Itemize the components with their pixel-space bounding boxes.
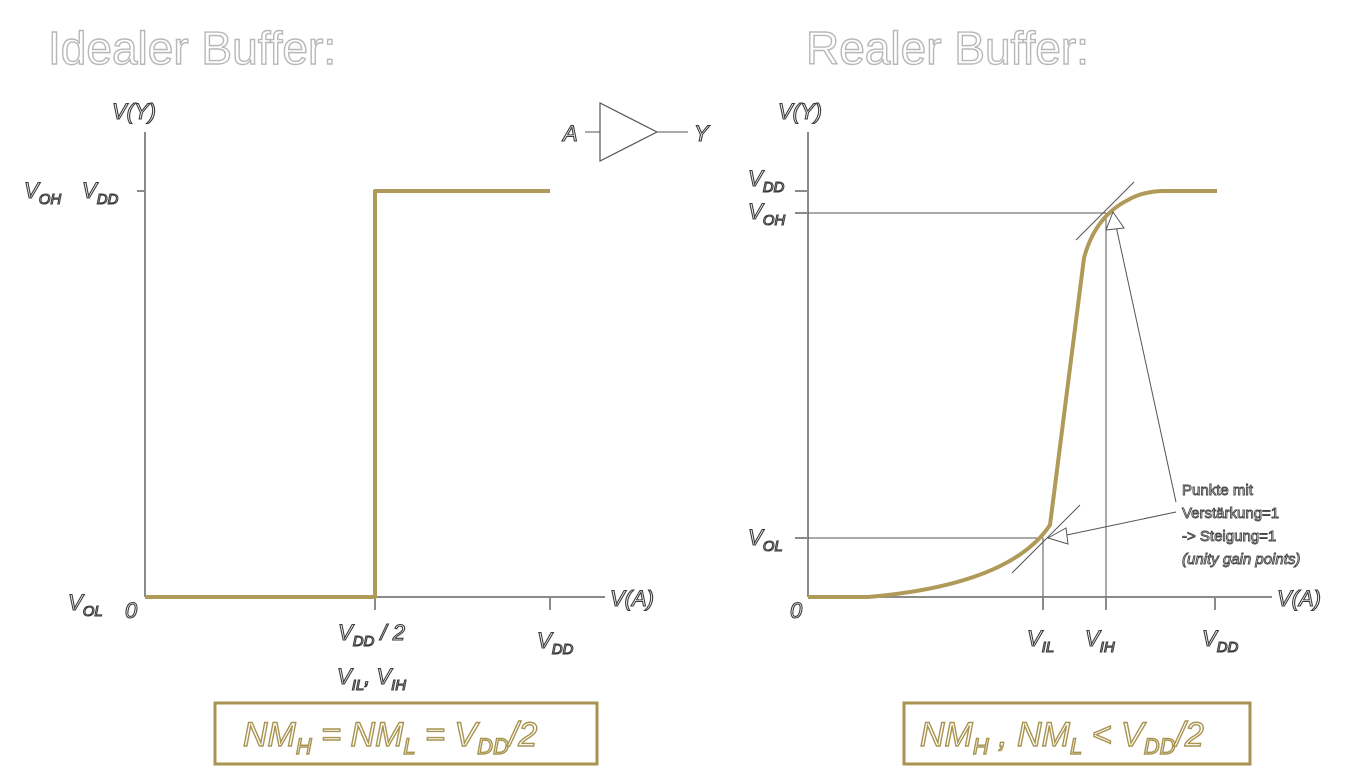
callout-line-vih — [1115, 225, 1177, 503]
ideal-formula: NMH = NML = VDD/2 — [243, 716, 537, 759]
ideal-buffer-panel: Idealer Buffer: V(Y) V(A) VOH VDD VOL 0 … — [23, 21, 711, 766]
real-y-axis-label: V(Y) — [778, 99, 822, 124]
ideal-y-label-vol: VOL — [68, 590, 103, 620]
real-formula-box — [902, 701, 1252, 766]
real-origin-label: 0 — [790, 598, 803, 623]
real-buffer-panel: Realer Buffer: Punkte mit Verstärkung=1 … — [747, 21, 1322, 766]
buffer-output-label: Y — [694, 121, 710, 146]
arrowhead-vil-icon — [1046, 527, 1069, 545]
real-formula: NMH , NML < VDD/2 — [920, 716, 1204, 759]
real-x-label-vdd: VDD — [1202, 626, 1239, 656]
note-line-2: Verstärkung=1 — [1182, 505, 1279, 522]
ideal-y-label-voh: VOH — [24, 178, 61, 208]
real-x-label-vih: VIH — [1085, 626, 1115, 656]
real-transfer-curve — [808, 189, 1217, 599]
real-x-label-vil: VIL — [1027, 626, 1054, 656]
ideal-transfer-curve — [145, 189, 550, 599]
ideal-origin-label: 0 — [125, 598, 138, 623]
callout-line-vil — [1061, 511, 1177, 537]
note-line-3: -> Steigung=1 — [1182, 528, 1276, 545]
ideal-title: Idealer Buffer: — [48, 22, 336, 74]
arrowhead-vih-icon — [1105, 210, 1125, 231]
ideal-y-axis-label: V(Y) — [112, 99, 156, 124]
note-line-4: (unity gain points) — [1182, 551, 1300, 568]
ideal-x-label-vdd: VDD — [537, 628, 574, 658]
tangent-vil — [1011, 504, 1081, 574]
real-y-label-vol: VOL — [748, 525, 783, 555]
real-y-label-vdd: VDD — [748, 166, 785, 196]
note-line-1: Punkte mit — [1182, 482, 1254, 499]
ideal-y-label-vdd: VDD — [82, 178, 119, 208]
ideal-x-label-vil-vih: VIL, VIH — [337, 664, 406, 694]
buffer-symbol-icon — [585, 102, 688, 162]
real-title: Realer Buffer: — [806, 22, 1089, 74]
ideal-x-axis-label: V(A) — [610, 586, 654, 611]
ideal-formula-box — [213, 701, 599, 766]
ideal-x-label-vdd-half: VDD / 2 — [338, 620, 405, 650]
real-x-axis-label: V(A) — [1277, 586, 1321, 611]
buffer-input-label: A — [561, 121, 578, 146]
real-y-label-voh: VOH — [748, 199, 785, 229]
tangent-vih — [1075, 181, 1135, 241]
